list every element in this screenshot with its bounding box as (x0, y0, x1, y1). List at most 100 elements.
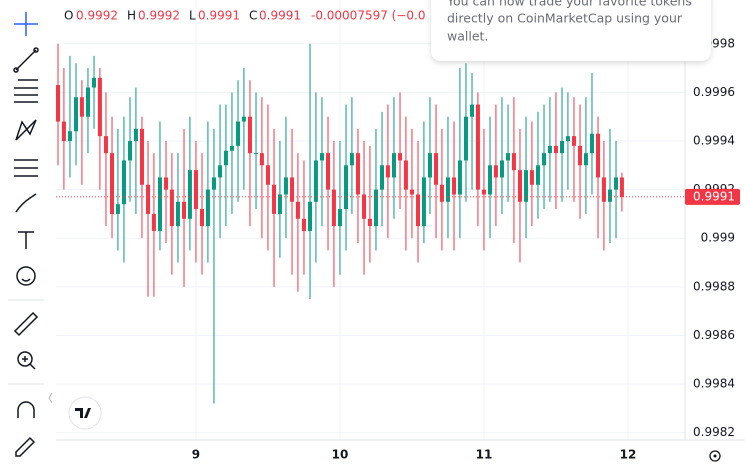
candle-body (409, 189, 414, 195)
x-tick-label: 10 (332, 448, 349, 462)
candle-body (434, 153, 439, 185)
candle-body (92, 77, 97, 88)
change-value: -0.00007597 (−0.0 (311, 9, 426, 23)
candle-body (578, 145, 583, 166)
candle-body (362, 194, 367, 219)
candle-body (211, 177, 216, 190)
ruler-tool[interactable] (13, 311, 39, 337)
popup-line: You can now trade your favorite tokens (446, 0, 692, 9)
candle-body (200, 209, 205, 227)
candle-body (596, 133, 601, 178)
candle-body (61, 121, 66, 141)
l-label: L (189, 9, 196, 23)
candle-body (373, 189, 378, 227)
o-value: 0.9992 (76, 9, 118, 23)
x-tick-label: 11 (476, 448, 493, 462)
emoji-tool[interactable] (16, 266, 36, 286)
candle-body (524, 170, 529, 202)
settings-button[interactable] (709, 450, 721, 462)
popup-line: directly on CoinMarketCap using your (447, 11, 683, 26)
candle-body (74, 97, 79, 132)
text-tool[interactable] (18, 231, 34, 249)
candle-body (169, 189, 174, 227)
tv-logo[interactable] (68, 396, 102, 430)
last-price-box (685, 188, 740, 205)
popup: You can now trade your favorite tokens d… (431, 0, 711, 61)
candle-body (457, 160, 462, 195)
candle-body (308, 201, 313, 231)
o-label: O (64, 9, 73, 23)
candle-body (470, 104, 475, 117)
x-tick-label: 9 (192, 448, 200, 462)
candle-body (313, 160, 318, 202)
candle-body (301, 218, 306, 231)
magnet-tool[interactable] (17, 401, 35, 418)
candle-body (553, 145, 558, 154)
zoom-tool[interactable] (17, 351, 36, 370)
y-tick-label: 0.9996 (693, 85, 735, 99)
candle-body (223, 150, 228, 166)
candle-body (452, 177, 457, 195)
candle-body (349, 153, 354, 166)
candle-body (607, 189, 612, 202)
candle-body (128, 140, 133, 161)
brush-tool[interactable] (15, 193, 37, 213)
candle-body (218, 165, 223, 178)
crosshair-tool[interactable] (14, 12, 38, 36)
candle-body (236, 121, 241, 146)
candle-body (344, 165, 349, 210)
candle-body (547, 145, 552, 154)
candle-body (583, 153, 588, 166)
candles (56, 43, 685, 404)
y-tick-label: 0.9988 (693, 279, 735, 293)
candle-body (511, 153, 516, 171)
candle-body (175, 201, 180, 227)
candle-body (247, 116, 252, 154)
candle-body (619, 177, 624, 197)
candle-body (391, 153, 396, 178)
candle-body (355, 153, 360, 195)
candle-body (187, 170, 192, 219)
candle-body (337, 209, 342, 227)
candle-body (133, 128, 138, 141)
candle-body (427, 153, 432, 178)
y-tick-label: 0.9994 (693, 133, 735, 147)
candle-body (398, 153, 403, 161)
candle-body (416, 194, 421, 227)
x-tick-label: 12 (620, 448, 637, 462)
candle-body (265, 165, 270, 185)
candle-body (319, 153, 324, 161)
forecast-tool[interactable] (14, 159, 38, 177)
y-tick-label: 0.9986 (693, 328, 735, 342)
candle-body (367, 218, 372, 227)
y-tick-label: 0.9984 (693, 377, 735, 391)
candle-body (517, 170, 522, 202)
trendline-tool[interactable] (13, 47, 39, 73)
candle-body (79, 97, 84, 117)
pattern-tool[interactable] (15, 119, 37, 141)
candle-body (97, 77, 102, 137)
candle-body (85, 87, 90, 117)
last-price-label: 0.9991 (693, 189, 735, 203)
fib-tool[interactable] (14, 79, 38, 103)
c-label: C (249, 9, 257, 23)
candle-body (151, 213, 156, 231)
lock-tool[interactable] (15, 436, 36, 457)
collapse-toolbar[interactable] (48, 392, 53, 404)
candle-body (571, 136, 576, 146)
candle-body (403, 160, 408, 190)
candle-body (385, 165, 390, 178)
candle-body (331, 189, 336, 227)
candle-body (115, 204, 120, 214)
candle-body (380, 165, 385, 190)
candle-body (445, 177, 450, 202)
candle-body (589, 133, 594, 154)
c-value: 0.9991 (259, 9, 301, 23)
candle-body (121, 160, 126, 205)
candle-body (535, 165, 540, 185)
candle-body (506, 153, 511, 161)
candle-body (529, 170, 534, 185)
candle-body (56, 85, 61, 122)
candle-body (421, 177, 426, 227)
popup-box (431, 0, 711, 61)
